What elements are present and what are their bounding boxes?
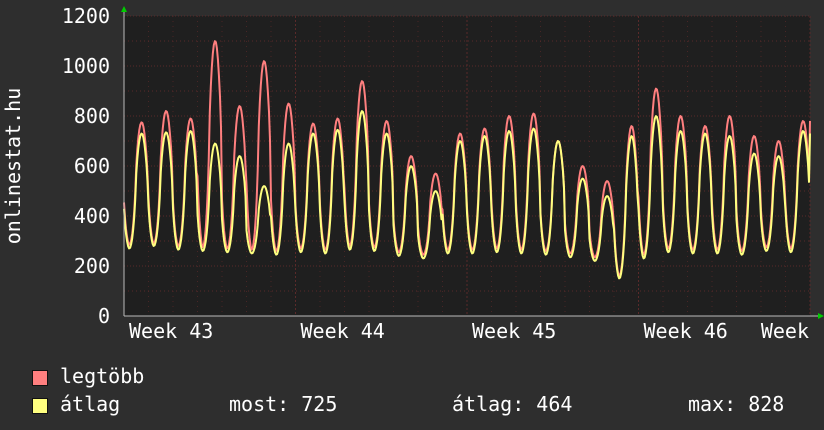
series-avg-line [123, 110, 811, 280]
max-series-swatch [32, 369, 48, 386]
legend-item-avg: átlag [32, 392, 120, 420]
avg-series-swatch [32, 397, 48, 414]
legend-label-avg: átlag [60, 392, 121, 416]
y-axis-title: onlinestat.hu [1, 88, 25, 245]
x-axis-arrow-icon [818, 313, 824, 319]
stat-max: max: 828 [688, 392, 785, 416]
stat-average: átlag: 464 [452, 392, 573, 416]
x-tick-label: Week 45 [472, 319, 556, 343]
y-tick-label: 1200 [62, 4, 110, 28]
y-tick-label: 600 [74, 154, 110, 178]
legend-item-max: legtöbb [32, 364, 144, 392]
stat-now: most: 725 [229, 392, 338, 416]
x-tick-label: Week 44 [301, 319, 385, 343]
y-tick-label: 400 [74, 204, 110, 228]
traffic-chart: 0 200 400 600 800 1000 1200 Week 43 Week 44 Week … [1, 4, 824, 343]
legend-label-max: legtöbb [60, 364, 145, 388]
legend: legtöbb átlag most: 725 átlag: 464 max: … [0, 360, 824, 430]
y-tick-label: 0 [98, 304, 110, 328]
x-tick-label: Week 43 [129, 319, 213, 343]
y-tick-label: 200 [74, 254, 110, 278]
y-tick-label: 1000 [62, 54, 110, 78]
x-tick-label: Week 46 [644, 319, 728, 343]
y-tick-label: 800 [74, 104, 110, 128]
x-tick-label: Week [761, 319, 809, 343]
y-axis-arrow-icon [121, 6, 127, 12]
